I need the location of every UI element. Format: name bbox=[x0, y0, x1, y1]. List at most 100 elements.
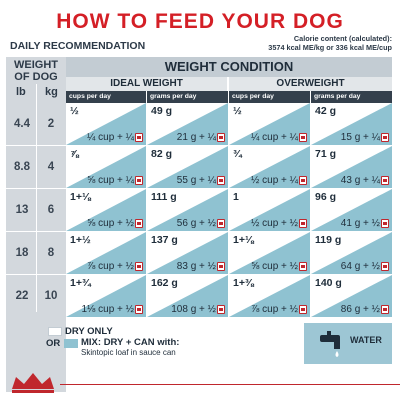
dry-only-amount: 140 g bbox=[315, 277, 342, 289]
dry-only-amount: ½ bbox=[233, 105, 242, 117]
unit-kg: kg bbox=[45, 86, 58, 98]
row-divider bbox=[6, 274, 66, 275]
water-label: WATER bbox=[350, 335, 382, 345]
feeding-cell: ½ ¼ cup + ¼ bbox=[66, 103, 146, 145]
feeding-cell: 42 g 15 g + ¼ bbox=[311, 103, 392, 145]
row-divider bbox=[6, 145, 66, 146]
dry-only-amount: 111 g bbox=[151, 191, 177, 203]
mix-amount: 1⅛ cup + ½ bbox=[81, 304, 143, 315]
dry-only-amount: ½ bbox=[70, 105, 79, 117]
column-header: grams per day bbox=[147, 91, 228, 103]
mix-amount-text: ¼ cup + ¼ bbox=[251, 132, 298, 143]
column-header: cups per day bbox=[229, 91, 310, 103]
weight-lb: 18 bbox=[15, 247, 29, 259]
feeding-cell: 137 g 83 g + ½ bbox=[147, 232, 228, 274]
mix-amount-text: 43 g + ¼ bbox=[340, 175, 380, 186]
feeding-cell: 82 g 55 g + ¼ bbox=[147, 146, 228, 188]
dry-only-swatch bbox=[48, 327, 62, 336]
royal-canin-crown-logo bbox=[12, 373, 54, 393]
feeding-cell: 162 g 108 g + ½ bbox=[147, 275, 228, 317]
water-box bbox=[304, 323, 392, 364]
mix-amount-text: 108 g + ½ bbox=[171, 304, 216, 315]
mix-amount-text: 41 g + ½ bbox=[340, 218, 380, 229]
footer-line bbox=[60, 384, 400, 385]
mix-amount-text: ⅝ cup + ¼ bbox=[87, 175, 134, 186]
mix-amount-text: ⅝ cup + ½ bbox=[87, 218, 134, 229]
can-icon bbox=[135, 133, 143, 142]
can-icon bbox=[381, 133, 389, 142]
feeding-cell: 1+⅛ ⅝ cup + ½ bbox=[66, 189, 146, 231]
legend-mix: MIX: DRY + CAN with: Skintopic loaf in s… bbox=[64, 338, 179, 357]
mix-amount: 41 g + ½ bbox=[341, 218, 389, 229]
mix-triangle bbox=[229, 103, 310, 145]
mix-triangle bbox=[147, 146, 228, 188]
can-icon bbox=[381, 176, 389, 185]
weight-condition-header: WEIGHT CONDITION bbox=[66, 57, 392, 77]
dry-only-amount: 1+⅛ bbox=[70, 191, 91, 203]
weight-kg: 2 bbox=[47, 118, 55, 130]
dry-only-label: DRY ONLY bbox=[65, 326, 113, 337]
legend-or: OR bbox=[46, 338, 61, 349]
unit-lb: lb bbox=[16, 86, 26, 98]
feeding-cell: 49 g 21 g + ¼ bbox=[147, 103, 228, 145]
mix-amount-text: 56 g + ½ bbox=[176, 218, 216, 229]
mix-triangle bbox=[311, 189, 392, 231]
feeding-cell: 1+⅜ ⅞ cup + ½ bbox=[229, 275, 310, 317]
feeding-cell: ½ ¼ cup + ¼ bbox=[229, 103, 310, 145]
can-icon bbox=[135, 176, 143, 185]
weight-lb: 4.4 bbox=[14, 118, 30, 130]
mix-amount-text: 15 g + ¼ bbox=[340, 132, 380, 143]
legend-dry-only: DRY ONLY bbox=[48, 326, 113, 337]
ideal-weight-header: IDEAL WEIGHT bbox=[66, 77, 227, 91]
weight-lb: 22 bbox=[15, 290, 29, 302]
weight-lb: 13 bbox=[15, 204, 29, 216]
feeding-cell: ⅞ ⅝ cup + ¼ bbox=[66, 146, 146, 188]
mix-amount-text: ½ cup + ¼ bbox=[251, 175, 298, 186]
feeding-cell: 1+¾ 1⅛ cup + ½ bbox=[66, 275, 146, 317]
can-icon bbox=[381, 219, 389, 228]
mix-amount: 15 g + ¼ bbox=[341, 132, 389, 143]
mix-triangle bbox=[147, 189, 228, 231]
mix-label: MIX: DRY + CAN with: bbox=[81, 337, 180, 348]
weight-kg: 10 bbox=[44, 290, 58, 302]
mix-amount: 108 g + ½ bbox=[171, 304, 225, 315]
mix-amount-text: 1⅛ cup + ½ bbox=[81, 304, 134, 315]
mix-triangle bbox=[229, 189, 310, 231]
can-icon bbox=[299, 219, 307, 228]
can-icon bbox=[217, 305, 225, 314]
daily-recommendation-label: DAILY RECOMMENDATION bbox=[10, 40, 146, 52]
mix-amount: 55 g + ¼ bbox=[177, 175, 225, 186]
column-divider bbox=[36, 84, 37, 312]
mix-amount: ½ cup + ¼ bbox=[251, 175, 307, 186]
mix-amount-text: 55 g + ¼ bbox=[176, 175, 216, 186]
mix-triangle bbox=[147, 103, 228, 145]
can-icon bbox=[217, 219, 225, 228]
weight-of-dog-header: WEIGHT OF DOG bbox=[14, 59, 58, 83]
mix-triangle bbox=[147, 232, 228, 274]
mix-triangle bbox=[311, 146, 392, 188]
mix-amount-text: ⅞ cup + ½ bbox=[251, 304, 298, 315]
feeding-cell: 96 g 41 g + ½ bbox=[311, 189, 392, 231]
can-icon bbox=[299, 262, 307, 271]
can-icon bbox=[381, 262, 389, 271]
dry-only-amount: 82 g bbox=[151, 148, 173, 160]
mix-amount: ⅞ cup + ½ bbox=[251, 304, 307, 315]
mix-triangle bbox=[66, 146, 146, 188]
mix-amount: ¼ cup + ¼ bbox=[251, 132, 307, 143]
mix-triangle bbox=[66, 275, 146, 317]
column-header: cups per day bbox=[66, 91, 146, 103]
page-title: HOW TO FEED YOUR DOG bbox=[56, 10, 344, 33]
can-icon bbox=[135, 305, 143, 314]
feeding-cell: 1+⅛ ⅝ cup + ½ bbox=[229, 232, 310, 274]
can-icon bbox=[381, 305, 389, 314]
mix-amount: 56 g + ½ bbox=[177, 218, 225, 229]
mix-amount: ⅞ cup + ½ bbox=[87, 261, 143, 272]
mix-amount: 64 g + ½ bbox=[341, 261, 389, 272]
calorie-line-1: Calorie content (calculated): bbox=[293, 34, 392, 43]
mix-triangle bbox=[229, 232, 310, 274]
mix-amount-text: 21 g + ¼ bbox=[176, 132, 216, 143]
can-icon bbox=[135, 262, 143, 271]
dry-only-amount: 137 g bbox=[151, 234, 178, 246]
water-tap-icon bbox=[320, 331, 340, 357]
feeding-cell: 140 g 86 g + ½ bbox=[311, 275, 392, 317]
